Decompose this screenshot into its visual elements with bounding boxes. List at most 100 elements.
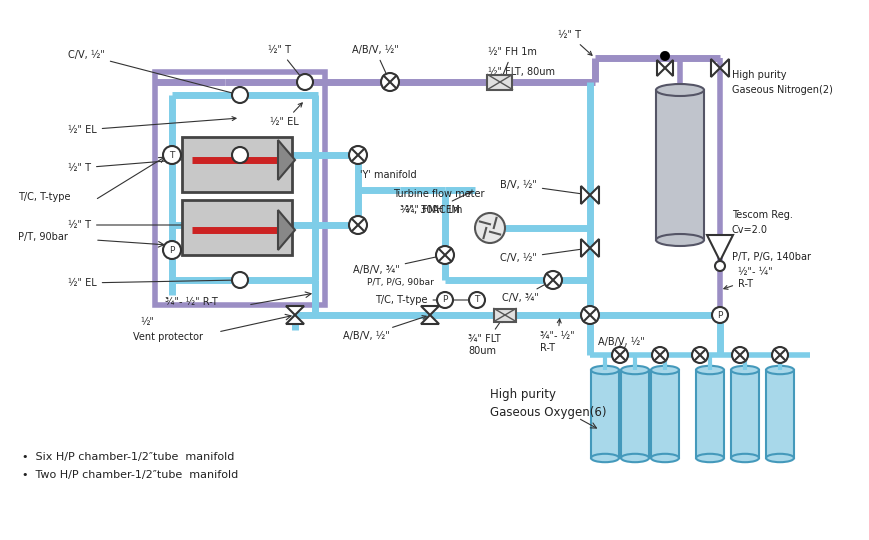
- Circle shape: [771, 347, 787, 363]
- Text: P: P: [169, 246, 175, 254]
- Text: P: P: [716, 310, 722, 320]
- Circle shape: [232, 87, 248, 103]
- Polygon shape: [286, 315, 303, 324]
- Ellipse shape: [590, 454, 618, 462]
- Text: C/V, ¾": C/V, ¾": [501, 282, 549, 303]
- Ellipse shape: [655, 234, 703, 246]
- Bar: [182, 200, 292, 255]
- Polygon shape: [710, 59, 720, 77]
- Bar: [730, 370, 758, 458]
- Text: ½" T: ½" T: [68, 220, 235, 230]
- Text: ¾"- ½" R-T: ¾"- ½" R-T: [165, 297, 217, 307]
- Text: Gaseous Nitrogen(2): Gaseous Nitrogen(2): [731, 85, 832, 95]
- Text: Gaseous Oxygen(6): Gaseous Oxygen(6): [489, 406, 606, 419]
- Text: T: T: [474, 295, 479, 305]
- Polygon shape: [656, 60, 664, 76]
- Text: ½" FH 1m: ½" FH 1m: [488, 47, 536, 78]
- Circle shape: [436, 292, 453, 308]
- Circle shape: [381, 73, 399, 91]
- Text: ½" T: ½" T: [268, 45, 302, 79]
- Text: ½"- ¼"
R-T: ½"- ¼" R-T: [723, 267, 772, 289]
- Circle shape: [163, 241, 181, 259]
- Polygon shape: [706, 235, 733, 261]
- Text: C/V, ½": C/V, ½": [68, 50, 235, 95]
- Circle shape: [543, 271, 561, 289]
- Text: ½" EL: ½" EL: [269, 103, 302, 127]
- Ellipse shape: [695, 366, 723, 374]
- Text: ¾", 30ACFM: ¾", 30ACFM: [400, 205, 460, 215]
- Text: ½" EL: ½" EL: [68, 278, 235, 288]
- Text: ¾" FLT
80um: ¾" FLT 80um: [468, 318, 502, 356]
- Circle shape: [714, 261, 724, 271]
- Polygon shape: [664, 60, 673, 76]
- Text: P/T, P/G, 90bar: P/T, P/G, 90bar: [367, 278, 434, 287]
- Text: ¾" FMH 1m: ¾" FMH 1m: [405, 192, 471, 215]
- Bar: [182, 137, 292, 192]
- Polygon shape: [278, 140, 295, 180]
- Text: Cv=2.0: Cv=2.0: [731, 225, 767, 235]
- Text: High purity: High purity: [731, 70, 786, 80]
- Text: P/T, P/G, 140bar: P/T, P/G, 140bar: [731, 252, 810, 262]
- Circle shape: [435, 246, 454, 264]
- Circle shape: [660, 52, 668, 60]
- Text: ½": ½": [140, 317, 154, 327]
- Text: •  Two H/P chamber-1/2″tube  manifold: • Two H/P chamber-1/2″tube manifold: [22, 470, 238, 480]
- Text: •  Six H/P chamber-1/2″tube  manifold: • Six H/P chamber-1/2″tube manifold: [22, 452, 234, 462]
- Circle shape: [348, 146, 367, 164]
- Ellipse shape: [655, 84, 703, 96]
- Text: ½" EL: ½" EL: [68, 117, 235, 135]
- Polygon shape: [421, 306, 439, 315]
- Polygon shape: [580, 239, 589, 257]
- Ellipse shape: [620, 366, 648, 374]
- Bar: [765, 370, 793, 458]
- Ellipse shape: [590, 366, 618, 374]
- Ellipse shape: [620, 454, 648, 462]
- Circle shape: [580, 306, 599, 324]
- Circle shape: [468, 292, 484, 308]
- Polygon shape: [720, 59, 728, 77]
- Bar: [655, 90, 703, 240]
- Text: A/B/V, ½": A/B/V, ½": [597, 337, 644, 347]
- Text: ½" T: ½" T: [68, 154, 235, 173]
- Text: P/T, 90bar: P/T, 90bar: [18, 232, 68, 242]
- Text: Turbine flow meter: Turbine flow meter: [393, 189, 484, 199]
- Text: A/B/V, ½": A/B/V, ½": [352, 45, 398, 78]
- Text: P: P: [441, 295, 448, 305]
- Circle shape: [711, 307, 727, 323]
- Polygon shape: [589, 239, 599, 257]
- Ellipse shape: [650, 366, 678, 374]
- Polygon shape: [589, 186, 599, 204]
- Ellipse shape: [730, 366, 758, 374]
- Circle shape: [232, 272, 248, 288]
- Ellipse shape: [650, 454, 678, 462]
- Circle shape: [731, 347, 747, 363]
- Polygon shape: [278, 210, 295, 250]
- Ellipse shape: [695, 454, 723, 462]
- Polygon shape: [421, 315, 439, 324]
- Ellipse shape: [765, 366, 793, 374]
- Bar: [650, 370, 678, 458]
- Text: A/B/V, ¾": A/B/V, ¾": [353, 255, 441, 275]
- Text: C/V, ½": C/V, ½": [500, 247, 586, 263]
- Circle shape: [348, 216, 367, 234]
- Text: ½" T: ½" T: [557, 30, 591, 55]
- Bar: [155, 72, 325, 305]
- Bar: [620, 370, 648, 458]
- Ellipse shape: [765, 454, 793, 462]
- Text: Vent protector: Vent protector: [133, 332, 202, 342]
- Text: T/C, T-type: T/C, T-type: [18, 192, 70, 202]
- Polygon shape: [286, 306, 303, 315]
- Bar: [487, 75, 512, 90]
- Text: A/B/V, ½": A/B/V, ½": [342, 316, 426, 341]
- Text: T/C, T-type: T/C, T-type: [375, 295, 473, 305]
- Circle shape: [163, 146, 181, 164]
- Text: ½" FLT, 80um: ½" FLT, 80um: [488, 67, 554, 82]
- Circle shape: [474, 213, 504, 243]
- Text: High purity: High purity: [489, 388, 555, 401]
- Text: ¾"- ½"
R-T: ¾"- ½" R-T: [540, 319, 574, 353]
- Circle shape: [296, 74, 313, 90]
- Text: B/V, ½": B/V, ½": [500, 180, 586, 196]
- Text: T: T: [169, 151, 175, 159]
- Circle shape: [611, 347, 627, 363]
- Circle shape: [660, 52, 668, 60]
